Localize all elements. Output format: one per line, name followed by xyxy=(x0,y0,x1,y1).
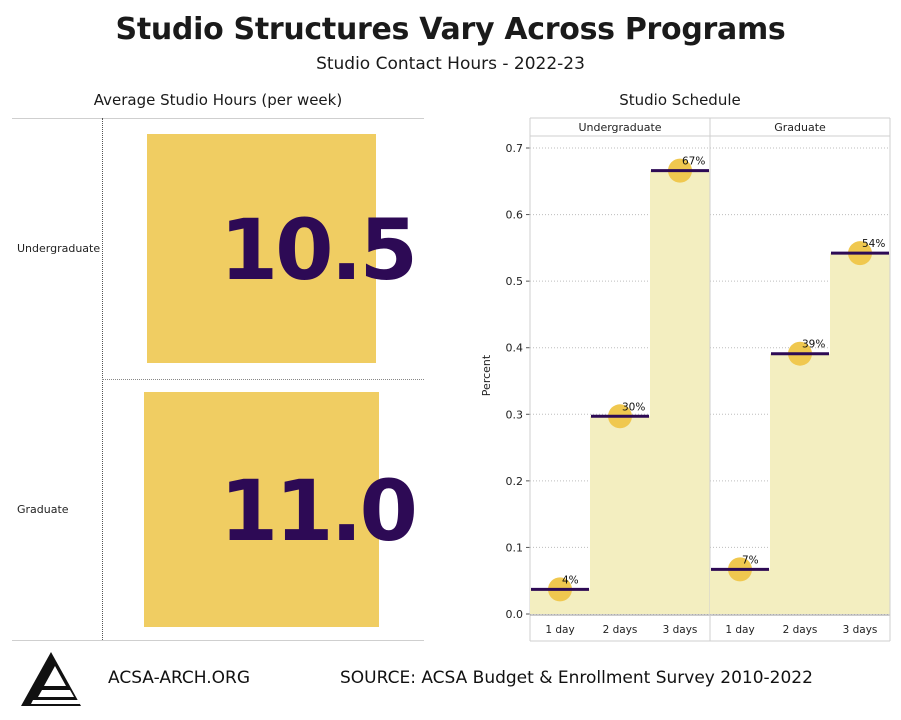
x-tick-label: 1 day xyxy=(725,624,754,636)
x-tick-label: 2 days xyxy=(783,624,818,636)
undergraduate-hours-value: 10.5 xyxy=(219,201,418,299)
x-tick-label: 3 days xyxy=(663,624,698,636)
page-subtitle: Studio Contact Hours - 2022-23 xyxy=(316,54,585,74)
y-tick-label: 0.5 xyxy=(506,275,524,288)
undergraduate-hours-square xyxy=(147,134,376,363)
y-tick-label: 0.4 xyxy=(506,342,524,355)
acsa-logo-icon xyxy=(21,652,81,706)
bar xyxy=(650,170,710,614)
data-label: 4% xyxy=(562,574,579,586)
data-label: 67% xyxy=(682,156,705,168)
y-tick-label: 0.3 xyxy=(506,408,524,421)
data-label: 54% xyxy=(862,238,885,250)
row-label-graduate: Graduate xyxy=(17,503,69,516)
footer-site-link[interactable]: ACSA-ARCH.ORG xyxy=(108,668,251,688)
bar xyxy=(770,353,830,614)
data-label: 30% xyxy=(622,401,645,413)
left-top-border xyxy=(12,118,424,119)
left-row-divider xyxy=(102,379,424,380)
facet-header-label: Graduate xyxy=(774,121,826,134)
y-tick-label: 0.2 xyxy=(506,475,524,488)
bar xyxy=(590,416,650,614)
y-tick-label: 0.7 xyxy=(506,142,524,155)
data-label: 39% xyxy=(802,339,825,351)
left-chart-title: Average Studio Hours (per week) xyxy=(93,91,343,109)
y-tick-label: 0.0 xyxy=(506,608,524,621)
left-bottom-border xyxy=(12,640,424,641)
y-tick-label: 0.1 xyxy=(506,541,524,554)
data-label: 7% xyxy=(742,554,759,566)
page-title: Studio Structures Vary Across Programs xyxy=(115,12,786,47)
facet-header-label: Undergraduate xyxy=(578,121,661,134)
right-chart-title: Studio Schedule xyxy=(619,91,741,109)
footer-source: SOURCE: ACSA Budget & Enrollment Survey … xyxy=(340,668,813,688)
x-tick-label: 3 days xyxy=(843,624,878,636)
x-tick-label: 2 days xyxy=(603,624,638,636)
row-label-undergraduate: Undergraduate xyxy=(17,242,101,255)
y-axis-title: Percent xyxy=(480,354,493,396)
graduate-hours-square xyxy=(144,392,379,627)
y-tick-label: 0.6 xyxy=(506,209,524,222)
bar xyxy=(830,253,890,614)
x-tick-label: 1 day xyxy=(545,624,574,636)
graduate-hours-value: 11.0 xyxy=(219,462,418,560)
studio-schedule-chart: 0.0 0.1 0.2 0.3 0.4 0.5 0.6 0.7 Percent Undergrad… xyxy=(480,117,891,642)
